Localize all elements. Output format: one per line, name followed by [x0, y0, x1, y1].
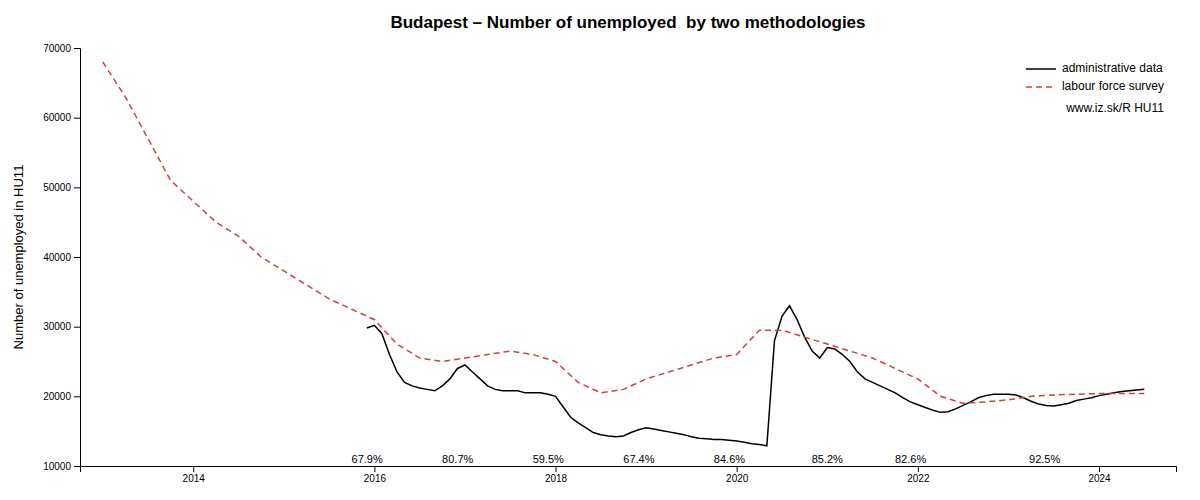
x-tick-mark: [918, 466, 919, 472]
legend-note: www.iz.sk/R HU11: [1065, 101, 1164, 115]
y-tick-mark: [74, 327, 80, 328]
y-tick: 20000: [43, 391, 80, 402]
y-tick-mark: [74, 187, 80, 188]
lines: [103, 62, 1145, 446]
x-axis-line: [81, 467, 1177, 473]
legend-swatch: [1026, 86, 1056, 88]
y-tick: 50000: [43, 182, 80, 193]
chart: 2014 2016 2018 2020 2022 2024 10000 20000 30000 4…: [0, 0, 1200, 500]
y-tick: 10000: [43, 461, 80, 472]
legend: administrative data labour force survey ww…: [1026, 61, 1164, 115]
y-axis: 10000 20000 30000 40000 50000 60000 70000: [43, 43, 80, 472]
x-tick-mark: [556, 466, 557, 472]
x-axis: 2014 2016 2018 2020 2022 2024: [81, 466, 1177, 484]
annotation: 67.9%: [352, 453, 383, 465]
title: Budapest – Number of unemployed by two m…: [390, 13, 865, 32]
plot-area: 2014 2016 2018 2020 2022 2024 10000 20000 30000 4…: [43, 43, 1176, 484]
x-tick-label: 2024: [1088, 473, 1111, 484]
y-axis-line: [74, 49, 81, 467]
y-axis-title: Number of unemployed in HU11: [11, 165, 26, 350]
x-tick-mark: [737, 466, 738, 472]
annotation: 67.4%: [623, 453, 654, 465]
y-tick-mark: [74, 466, 80, 467]
y-tick: 60000: [43, 112, 80, 123]
y-tick-mark: [74, 48, 80, 49]
x-tick-label: 2020: [726, 473, 749, 484]
annotation: 82.6%: [895, 453, 926, 465]
x-tick: 2016: [364, 466, 387, 484]
y-tick-label: 40000: [43, 252, 71, 263]
x-tick: 2024: [1088, 466, 1111, 484]
x-tick-label: 2014: [183, 473, 206, 484]
x-tick-label: 2018: [545, 473, 568, 484]
y-tick-label: 20000: [43, 391, 71, 402]
x-tick-label: 2022: [907, 473, 930, 484]
x-tick: 2020: [726, 466, 749, 484]
y-tick-label: 30000: [43, 321, 71, 332]
annotation: 59.5%: [533, 453, 564, 465]
annotation: 84.6%: [714, 453, 745, 465]
y-tick-mark: [74, 118, 80, 119]
y-tick-label: 60000: [43, 112, 71, 123]
legend-swatch: [1026, 68, 1056, 70]
x-tick: 2018: [545, 466, 568, 484]
y-tick-label: 50000: [43, 182, 71, 193]
y-tick: 40000: [43, 252, 80, 263]
annotation: 92.5%: [1029, 453, 1060, 465]
y-tick-mark: [74, 396, 80, 397]
series-line: [103, 62, 1145, 403]
y-tick: 30000: [43, 321, 80, 332]
legend-item: administrative data: [1026, 61, 1163, 75]
y-tick-mark: [74, 257, 80, 258]
x-tick: 2022: [907, 466, 930, 484]
annotation: 85.2%: [812, 453, 843, 465]
x-tick-mark: [193, 466, 194, 472]
legend-label: administrative data: [1062, 61, 1163, 75]
series-line: [367, 306, 1144, 446]
y-tick-label: 10000: [43, 461, 71, 472]
x-tick-label: 2016: [364, 473, 387, 484]
x-tick-mark: [1099, 466, 1100, 472]
y-tick-label: 70000: [43, 43, 71, 54]
legend-label: labour force survey: [1062, 79, 1164, 93]
y-tick: 70000: [43, 43, 80, 54]
legend-item: labour force survey: [1026, 79, 1164, 93]
x-tick-mark: [374, 466, 375, 472]
annotations: 67.9% 80.7% 59.5% 67.4% 84.6% 85.2% 82.6% 92.5%: [352, 453, 1061, 465]
annotation: 80.7%: [442, 453, 473, 465]
x-tick: 2014: [183, 466, 206, 484]
